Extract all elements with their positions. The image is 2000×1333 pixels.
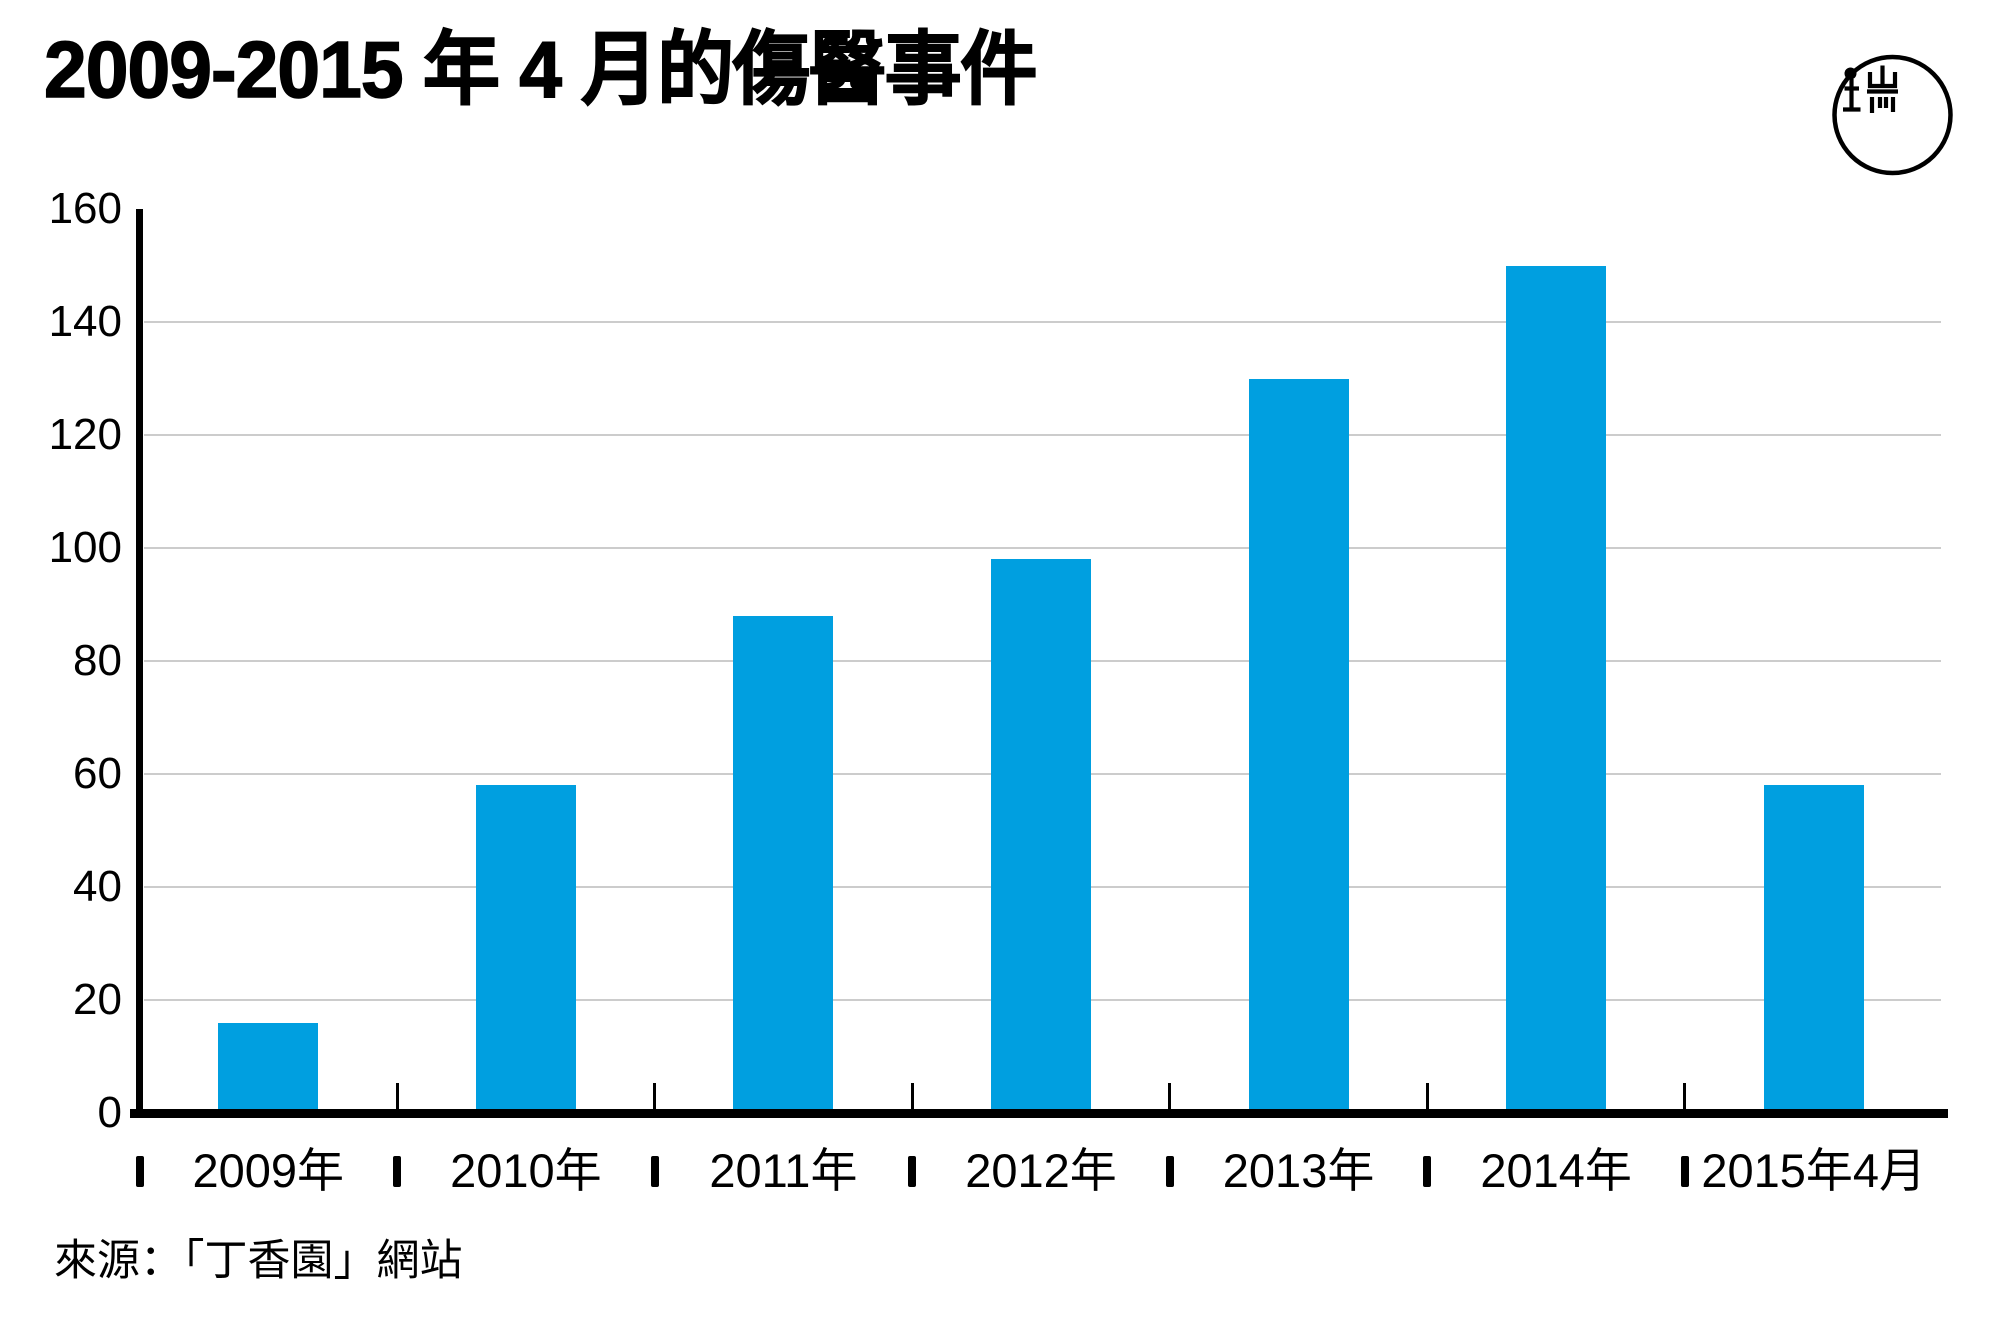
x-axis-tick — [910, 1083, 914, 1113]
initium-logo-icon — [1832, 54, 1953, 176]
bar-2010年 — [475, 785, 576, 1113]
x-axis-tick — [653, 1083, 657, 1113]
y-axis-tick-label: 20 — [73, 975, 122, 1024]
source-note: 來源：「丁香園」網站 — [54, 1237, 463, 1285]
x-axis-line — [130, 1109, 1948, 1118]
x-axis-label: 2015年4月 — [1701, 1144, 1927, 1197]
y-axis-tick-label: 80 — [73, 636, 122, 685]
chart-title: 2009-2015 年 4 月的傷醫事件 — [43, 25, 1038, 114]
y-axis-line — [136, 209, 143, 1117]
x-axis-tick-mark — [135, 1156, 144, 1187]
x-axis-tick — [1168, 1083, 1172, 1113]
x-axis-label: 2013年 — [1222, 1144, 1375, 1197]
x-axis-tick — [1683, 1083, 1687, 1113]
bar-2014年 — [1506, 265, 1607, 1113]
x-axis-tick-mark — [393, 1156, 402, 1187]
x-axis-tick-mark — [650, 1156, 659, 1187]
bar-2013年 — [1248, 378, 1349, 1113]
x-axis-tick-mark — [1680, 1156, 1689, 1187]
x-axis-label: 2010年 — [450, 1144, 602, 1197]
bar-2012年 — [991, 559, 1091, 1113]
x-axis-tick-mark — [1423, 1156, 1432, 1187]
y-axis-tick-label: 100 — [48, 523, 122, 572]
y-axis-tick-label: 60 — [73, 749, 122, 798]
y-axis-tick-label: 120 — [48, 410, 122, 459]
x-axis-tick-mark — [1165, 1156, 1174, 1187]
bar-2011年 — [733, 615, 834, 1113]
logo-glyph — [1843, 65, 1898, 113]
x-axis-tick — [1425, 1083, 1429, 1113]
x-axis-label: 2014年 — [1480, 1144, 1632, 1197]
y-axis-tick-label: 40 — [73, 862, 122, 911]
logo-circle — [1832, 54, 1953, 176]
gridline-120 — [144, 434, 1941, 436]
y-axis-tick-label: 140 — [48, 297, 122, 346]
x-axis-label: 2011年 — [709, 1144, 858, 1197]
gridline-100 — [144, 547, 1941, 549]
bar-2015年4月 — [1763, 785, 1864, 1113]
bar-2009年 — [218, 1022, 319, 1113]
x-axis-tick — [395, 1083, 399, 1113]
x-axis-tick-mark — [908, 1156, 917, 1187]
y-axis-tick-label: 0 — [97, 1088, 122, 1137]
x-axis-label: 2009年 — [192, 1144, 345, 1197]
gridline-140 — [144, 321, 1941, 323]
x-axis-label: 2012年 — [965, 1144, 1117, 1197]
y-axis-tick-label: 160 — [48, 184, 122, 233]
